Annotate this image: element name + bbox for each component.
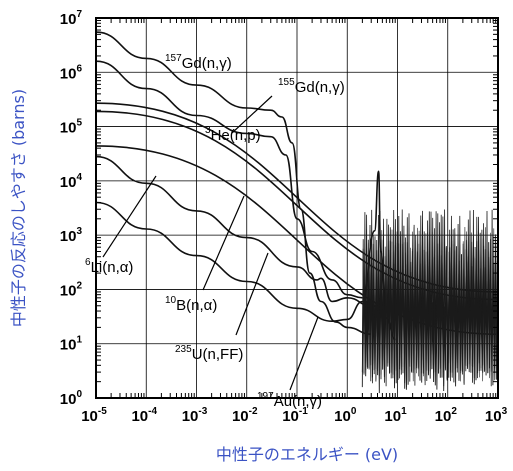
y-tick-label: 107 (60, 9, 83, 28)
x-axis-label: 中性子のエネルギー (eV) (216, 445, 398, 464)
tick-marks (96, 18, 498, 398)
y-tick-label: 104 (60, 172, 83, 191)
x-tick-label: 10-1 (282, 406, 308, 425)
y-tick-label: 106 (60, 63, 83, 82)
series-label-6: 6Li(n,α) (85, 257, 133, 276)
y-axis-label: 中性子の反応のしやすさ (barns) (9, 89, 28, 327)
series-leader-line (235, 252, 269, 336)
resonance-region (361, 209, 499, 394)
series-line-155 (95, 60, 363, 299)
series-leader-line (202, 195, 245, 291)
series-line-157 (95, 31, 372, 335)
series-leader-line (102, 175, 157, 258)
y-tick-label: 102 (60, 280, 83, 299)
y-tick-label: 100 (60, 389, 83, 408)
x-tick-labels: 10-5 10-4 10-3 10-2 10-1 100 101 102 103 (81, 406, 507, 425)
x-tick-label: 103 (485, 406, 508, 425)
series-label-235: 235U(n,FF) (175, 344, 243, 363)
series-line-235 (95, 155, 398, 312)
x-tick-label: 10-3 (182, 406, 208, 425)
y-tick-label: 105 (60, 118, 83, 137)
x-tick-label: 102 (435, 406, 458, 425)
plot-frame (95, 17, 499, 399)
series-line-197 (95, 170, 396, 341)
series-label-197: 197Au(n,γ) (257, 391, 322, 410)
y-tick-label: 101 (60, 335, 83, 354)
series-label-10: 10B(n,α) (165, 295, 217, 314)
resonance-trace (361, 240, 499, 394)
series-label-157: 157Gd(n,γ) (165, 53, 232, 72)
series-label-155: 155Gd(n,γ) (278, 77, 345, 96)
y-tick-label: 103 (60, 226, 83, 245)
x-tick-label: 101 (384, 406, 407, 425)
series-label-3: 3He(n,p) (205, 125, 261, 144)
x-tick-label: 10-2 (232, 406, 258, 425)
series-leader-line (289, 316, 319, 391)
x-tick-label: 10-5 (81, 406, 107, 425)
series-labels: 157Gd(n,γ) 155Gd(n,γ) 3He(n,p) 10B(n,α) 6Li(… (85, 53, 345, 410)
y-tick-labels: 100 101 102 103 104 105 106 107 (60, 9, 83, 408)
x-tick-label: 10-4 (131, 406, 157, 425)
series-leader-line (231, 95, 273, 134)
grid-lines (95, 17, 499, 399)
x-tick-label: 100 (334, 406, 357, 425)
